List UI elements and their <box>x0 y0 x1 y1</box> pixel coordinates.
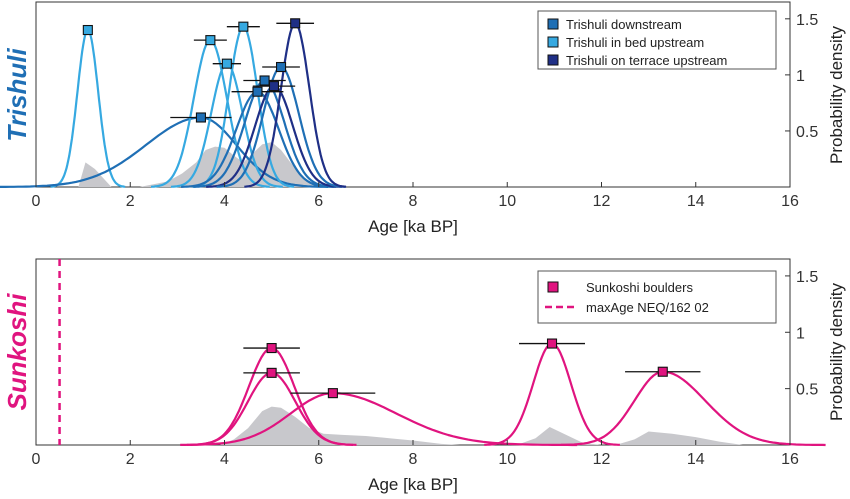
trishuli-peak-marker <box>268 81 280 92</box>
sunkoshi-background-density-area <box>615 431 743 445</box>
sunkoshi-y-tick-label: 0.5 <box>796 382 818 399</box>
sunkoshi-legend-marker <box>547 281 559 293</box>
sunkoshi-peak-marker <box>657 366 668 377</box>
trishuli-y-tick-label: 1.5 <box>796 12 818 29</box>
sunkoshi-x-tick-label: 12 <box>593 451 611 468</box>
trishuli-legend-label: Trishuli in bed upstream <box>566 35 704 50</box>
sunkoshi-x-tick-label: 0 <box>32 451 41 468</box>
trishuli-x-tick-label: 2 <box>126 193 135 210</box>
sunkoshi-panel: 0 2 4 6 8 10 12 14 16 0.5 1 1.5 Sunkoshi Age [ka BP… <box>2 258 846 494</box>
trishuli-legend-label: Trishuli on terrace upstream <box>566 53 727 68</box>
trishuli-ticks: 0 2 4 6 8 10 12 14 16 0.5 1 1.5 <box>32 12 819 210</box>
trishuli-peak-marker <box>221 58 232 69</box>
trishuli-peak-marker <box>290 18 301 29</box>
sunkoshi-x-tick-label: 10 <box>498 451 516 468</box>
sunkoshi-legend-box <box>537 270 777 324</box>
trishuli-panel-label: Trishuli <box>2 48 32 142</box>
trishuli-x-tick-label: 0 <box>32 193 41 210</box>
sunkoshi-x-tick-label: 14 <box>687 451 705 468</box>
sunkoshi-ticks: 0 2 4 6 8 10 12 14 16 0.5 1 1.5 <box>32 269 819 468</box>
sunkoshi-x-tick-label: 2 <box>126 451 135 468</box>
trishuli-peak-marker <box>195 112 206 123</box>
sunkoshi-y-axis-label: Probability density <box>827 283 846 421</box>
trishuli-x-tick-label: 6 <box>314 193 323 210</box>
trishuli-x-tick-label: 8 <box>409 193 418 210</box>
sunkoshi-x-axis-label: Age [ka BP] <box>368 475 458 494</box>
trishuli-peak-marker <box>259 75 270 86</box>
sunkoshi-legend-label: maxAge NEQ/162 02 <box>586 300 709 315</box>
trishuli-y-tick-label: 0.5 <box>796 124 818 141</box>
trishuli-y-axis-label: Probability density <box>827 26 846 164</box>
trishuli-peak-marker <box>252 86 263 97</box>
trishuli-legend: Trishuli downstream Trishuli in bed upstr… <box>537 10 777 70</box>
sunkoshi-density-curve <box>560 370 826 447</box>
sunkoshi-x-tick-label: 8 <box>409 451 418 468</box>
trishuli-x-tick-label: 14 <box>687 193 705 210</box>
sunkoshi-y-tick-label: 1.5 <box>796 269 818 286</box>
trishuli-peak-marker <box>238 21 249 32</box>
sunkoshi-x-tick-label: 6 <box>314 451 323 468</box>
sunkoshi-legend: Sunkoshi boulders maxAge NEQ/162 02 <box>537 270 777 324</box>
trishuli-legend-marker <box>547 36 559 48</box>
trishuli-curves <box>0 18 347 188</box>
trishuli-panel: 0 2 4 6 8 10 12 14 16 0.5 1 1.5 Trishuli Age [ka BP… <box>0 1 846 236</box>
sunkoshi-peak-marker <box>327 388 338 399</box>
sunkoshi-x-tick-label: 16 <box>781 451 799 468</box>
trishuli-peak-marker <box>205 35 216 46</box>
trishuli-x-tick-label: 10 <box>498 193 516 210</box>
sunkoshi-curves <box>180 338 826 447</box>
trishuli-legend-box <box>537 10 777 70</box>
trishuli-density-curve <box>0 116 329 188</box>
trishuli-density-curve <box>50 28 126 188</box>
sunkoshi-background-density-area <box>516 426 602 445</box>
trishuli-legend-marker <box>547 54 559 66</box>
sunkoshi-peak-marker <box>266 343 277 354</box>
sunkoshi-peak-marker <box>546 338 558 349</box>
sunkoshi-background-density-area <box>219 406 461 445</box>
trishuli-x-tick-label: 12 <box>593 193 611 210</box>
sunkoshi-x-tick-label: 4 <box>220 451 229 468</box>
trishuli-legend-label: Trishuli downstream <box>566 17 682 32</box>
trishuli-legend-marker <box>547 18 559 30</box>
sunkoshi-density-curve <box>180 392 578 447</box>
sunkoshi-legend-label: Sunkoshi boulders <box>586 280 693 295</box>
trishuli-x-axis-label: Age [ka BP] <box>368 217 458 236</box>
sunkoshi-y-tick-label: 1 <box>796 325 805 342</box>
sunkoshi-peak-marker <box>266 367 277 378</box>
trishuli-peak-marker <box>275 61 287 73</box>
trishuli-x-tick-label: 16 <box>781 193 799 210</box>
trishuli-peak-marker <box>82 24 93 36</box>
trishuli-y-tick-label: 1 <box>796 68 805 85</box>
trishuli-x-tick-label: 4 <box>220 193 229 210</box>
sunkoshi-background-density <box>58 259 743 445</box>
sunkoshi-panel-label: Sunkoshi <box>2 293 32 411</box>
